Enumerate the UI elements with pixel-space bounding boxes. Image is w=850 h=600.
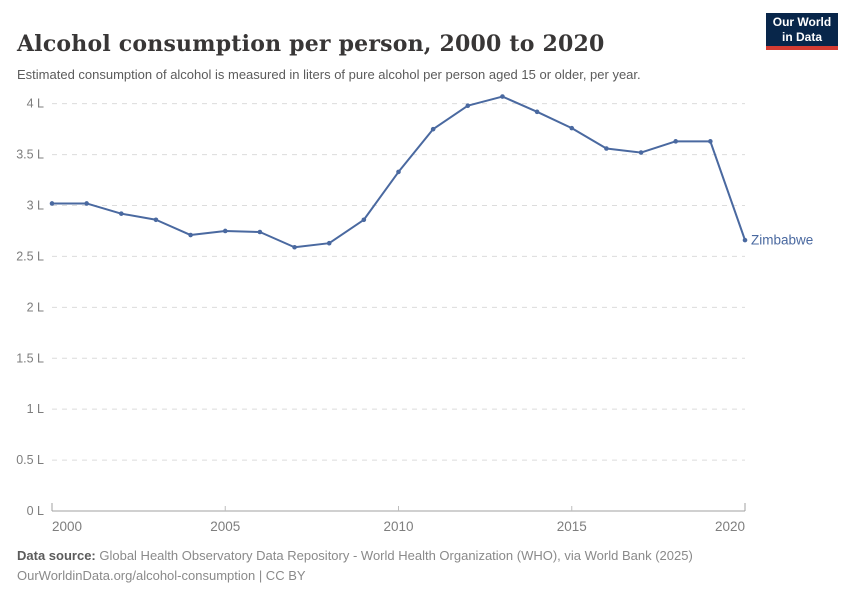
data-point[interactable] — [500, 94, 505, 99]
y-axis-tick-label: 2 L — [27, 300, 44, 314]
data-point[interactable] — [188, 232, 193, 238]
data-source-line: Data source: Global Health Observatory D… — [17, 546, 817, 566]
data-source-text: Global Health Observatory Data Repositor… — [95, 548, 693, 563]
data-point[interactable] — [604, 146, 609, 151]
owid-logo-line2: in Data — [781, 29, 822, 44]
x-axis-tick-label: 2015 — [557, 519, 587, 534]
y-axis-tick-label: 4 L — [27, 97, 44, 111]
page-title: Alcohol consumption per person, 2000 to … — [17, 30, 605, 57]
data-point[interactable] — [673, 139, 678, 144]
x-axis-tick-label: 2010 — [383, 519, 413, 534]
data-point[interactable] — [84, 201, 89, 206]
y-axis-tick-label: 0 L — [27, 504, 44, 518]
y-axis-tick-label: 1 L — [27, 402, 44, 416]
data-point[interactable] — [638, 150, 644, 155]
data-point[interactable] — [396, 169, 401, 175]
data-point[interactable] — [49, 201, 55, 206]
data-point[interactable] — [153, 217, 159, 223]
data-point[interactable] — [569, 125, 575, 131]
data-point[interactable] — [534, 109, 540, 115]
x-axis-tick-label: 2020 — [715, 519, 745, 534]
y-axis-tick-label: 2.5 L — [16, 249, 44, 263]
y-axis-tick-label: 0.5 L — [16, 453, 44, 467]
data-point[interactable] — [742, 237, 748, 243]
data-point[interactable] — [326, 240, 332, 246]
series-end-label[interactable]: Zimbabwe — [751, 233, 813, 248]
owid-logo-line1: Our World — [772, 14, 832, 29]
x-axis-tick-label: 2005 — [210, 519, 240, 534]
y-axis-tick-label: 3 L — [27, 199, 44, 213]
data-source-label: Data source: — [17, 548, 96, 563]
chart-subtitle: Estimated consumption of alcohol is meas… — [17, 67, 641, 82]
owid-logo[interactable]: Our World in Data — [766, 13, 838, 50]
y-axis-tick-label: 1.5 L — [16, 351, 44, 365]
data-point[interactable] — [361, 217, 367, 223]
data-point[interactable] — [708, 139, 713, 144]
y-axis-tick-label: 3.5 L — [16, 148, 44, 162]
x-axis-tick-label: 2000 — [52, 519, 82, 534]
data-point[interactable] — [222, 228, 228, 234]
data-point[interactable] — [430, 126, 436, 132]
data-point[interactable] — [119, 211, 124, 216]
data-point[interactable] — [292, 244, 297, 250]
data-point[interactable] — [465, 103, 471, 109]
data-point[interactable] — [257, 229, 263, 235]
chart-footer: Data source: Global Health Observatory D… — [17, 546, 817, 586]
license-line[interactable]: OurWorldinData.org/alcohol-consumption |… — [17, 568, 306, 583]
